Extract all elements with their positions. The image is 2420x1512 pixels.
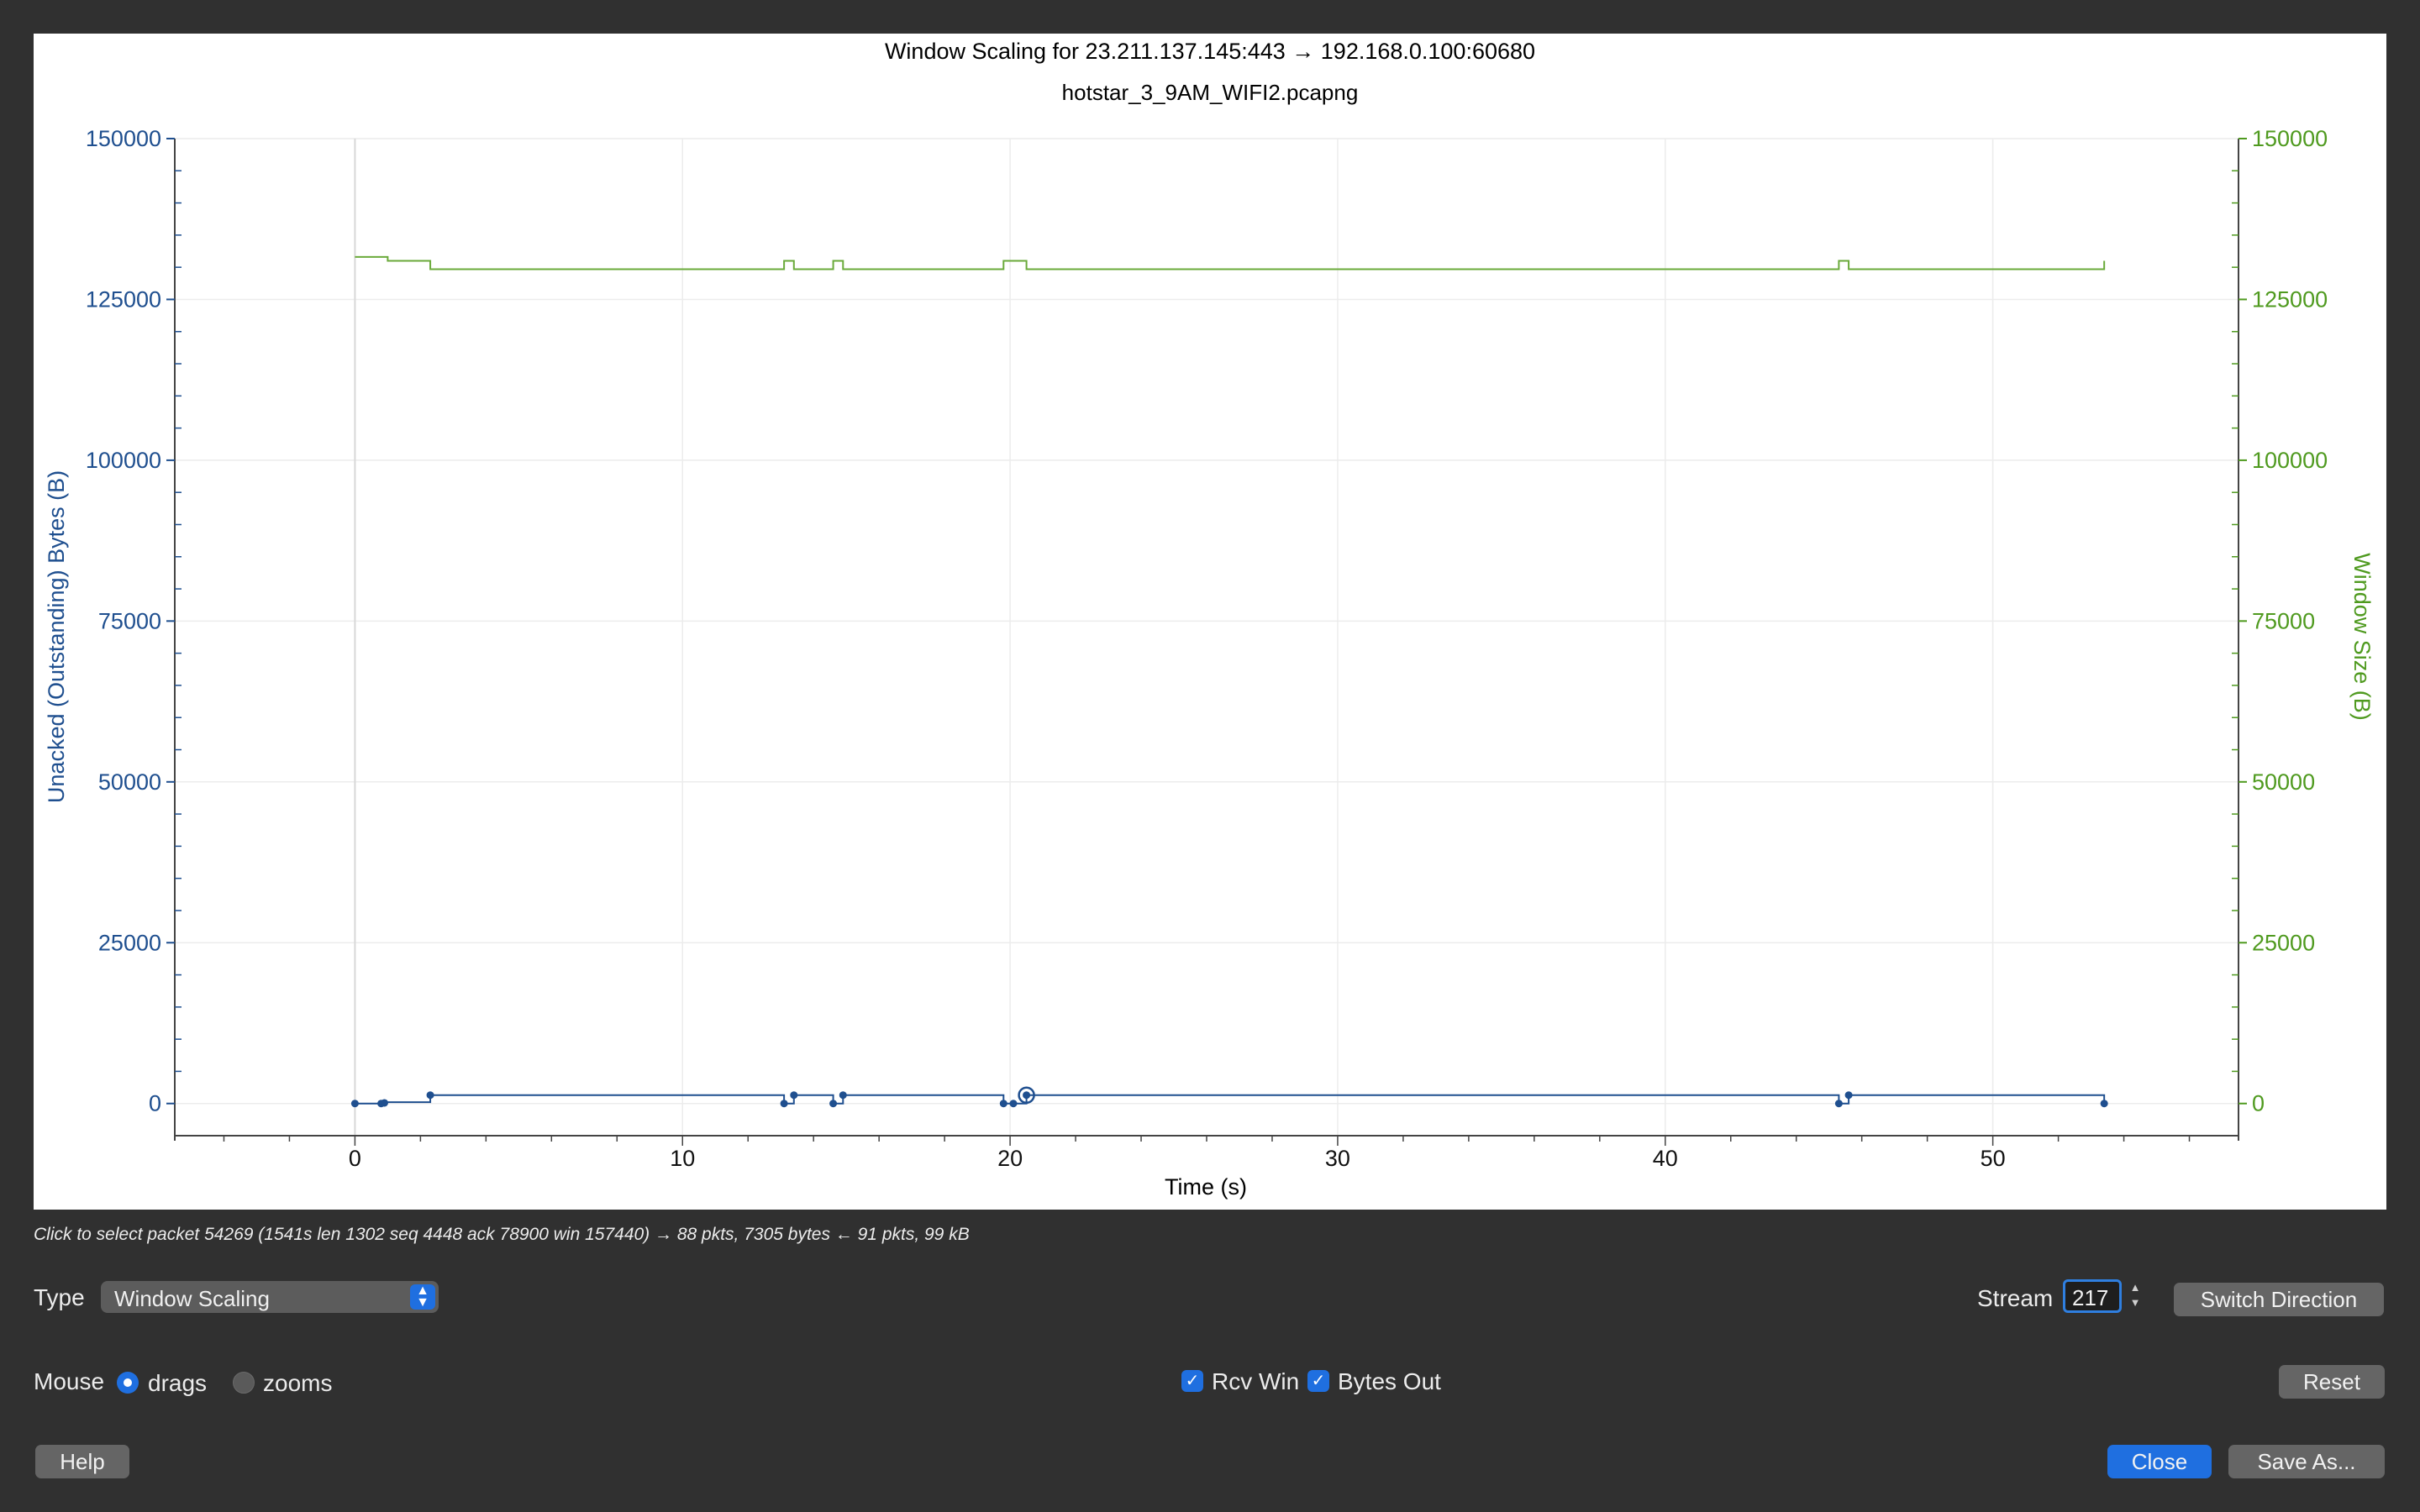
selected-packet-dot (1023, 1091, 1030, 1099)
rcv-win-label: Rcv Win (1212, 1368, 1300, 1394)
plot-panel[interactable]: Window Scaling for 23.211.137.145:443 → … (34, 34, 2386, 1210)
data-point-bytes-out (1844, 1091, 1853, 1100)
data-point-bytes-out (839, 1091, 847, 1100)
y-tick-label-right: 150000 (2252, 126, 2328, 151)
selected-packet-marker (1018, 1086, 1035, 1104)
y-tick-label-right: 125000 (2252, 286, 2328, 312)
stream-label: Stream (1977, 1285, 2054, 1311)
y-tick-label-right: 25000 (2252, 930, 2315, 955)
type-label: Type (34, 1284, 85, 1310)
x-tick-label: 40 (1653, 1146, 1678, 1171)
zooms-label: zooms (263, 1370, 333, 1396)
x-tick-label: 10 (670, 1146, 695, 1171)
x-tick-label: 0 (349, 1146, 361, 1171)
graph-type-select[interactable]: Window Scaling ▲ ▼ (101, 1281, 439, 1313)
switch-direction-button[interactable]: Switch Direction (2174, 1283, 2384, 1316)
data-point-bytes-out (1009, 1100, 1018, 1108)
graph-type-value: Window Scaling (114, 1286, 270, 1311)
data-point-bytes-out (380, 1099, 388, 1107)
mouse-label: Mouse (34, 1368, 105, 1394)
y-tick-label-left: 25000 (98, 930, 161, 955)
x-tick-label: 20 (997, 1146, 1023, 1171)
data-point-bytes-out (780, 1100, 788, 1108)
drags-radio[interactable] (117, 1372, 139, 1394)
chart-subtitle: hotstar_3_9AM_WIFI2.pcapng (1062, 80, 1359, 105)
y-tick-label-left: 125000 (86, 286, 161, 312)
y-tick-label-right: 0 (2252, 1091, 2265, 1116)
close-button[interactable]: Close (2107, 1445, 2212, 1478)
data-point-bytes-out (350, 1100, 359, 1108)
rcv-win-checkbox[interactable]: ✓ (1181, 1370, 1203, 1392)
x-tick-label: 30 (1325, 1146, 1350, 1171)
reset-button[interactable]: Reset (2279, 1365, 2385, 1399)
y-tick-label-left: 50000 (98, 769, 161, 795)
drags-label: drags (148, 1370, 208, 1396)
data-point-bytes-out (2100, 1100, 2108, 1108)
y-tick-label-right: 100000 (2252, 448, 2328, 473)
y-tick-label-left: 100000 (86, 448, 161, 473)
help-button[interactable]: Help (35, 1445, 129, 1478)
y-tick-label-left: 150000 (86, 126, 161, 151)
data-point-bytes-out (999, 1100, 1007, 1108)
y-tick-label-left: 75000 (98, 608, 161, 633)
y-tick-label-right: 75000 (2252, 608, 2315, 633)
stream-stepper-icon[interactable]: ▲ ▼ (2129, 1281, 2141, 1309)
chart-title: Window Scaling for 23.211.137.145:443 → … (885, 39, 1535, 64)
bytes-out-label: Bytes Out (1338, 1368, 1441, 1394)
y-tick-label-right: 50000 (2252, 769, 2315, 795)
x-tick-label: 50 (1981, 1146, 2006, 1171)
series-line-rcv-win (355, 255, 2106, 270)
x-axis-title: Time (s) (1165, 1174, 1247, 1200)
chevron-updown-icon: ▲ ▼ (410, 1284, 435, 1310)
window-scaling-chart[interactable]: Window Scaling for 23.211.137.145:443 → … (34, 34, 2386, 1210)
stream-number-input[interactable]: 217 (2063, 1279, 2122, 1313)
right-axis-title: Window Size (B) (2349, 553, 2375, 721)
y-tick-label-left: 0 (149, 1091, 161, 1116)
left-axis-title: Unacked (Outstanding) Bytes (B) (44, 470, 69, 803)
data-point-bytes-out (829, 1100, 838, 1108)
bytes-out-checkbox[interactable]: ✓ (1307, 1370, 1329, 1392)
status-hint: Click to select packet 54269 (1541s len … (34, 1225, 970, 1244)
data-point-bytes-out (1834, 1100, 1843, 1108)
data-point-bytes-out (426, 1091, 434, 1100)
zooms-radio[interactable] (233, 1372, 255, 1394)
data-point-bytes-out (790, 1091, 798, 1100)
save-as-button[interactable]: Save As... (2228, 1445, 2385, 1478)
